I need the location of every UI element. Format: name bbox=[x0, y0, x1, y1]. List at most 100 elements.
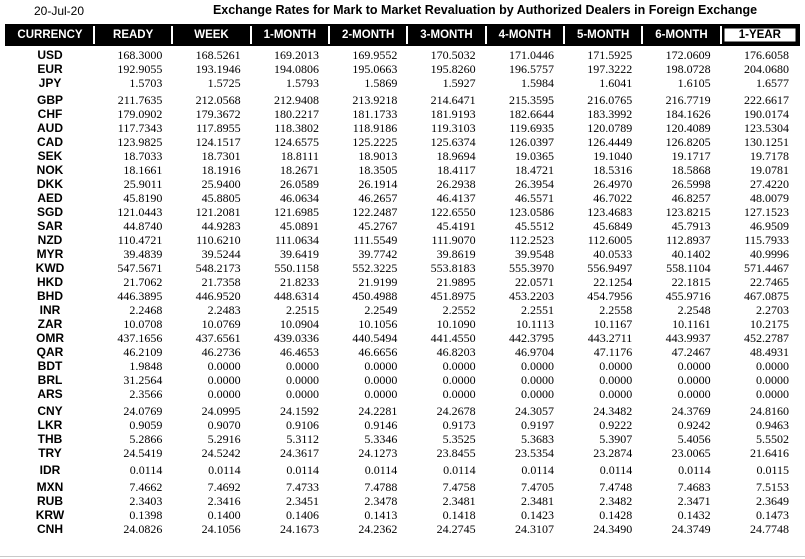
rate-cell: 0.0114 bbox=[286, 463, 319, 478]
rate-cell: 46.4653 bbox=[279, 345, 319, 359]
currency-code: AED bbox=[37, 191, 63, 205]
table-row-idr: IDR 0.0114 0.0114 0.0114 0.0114 0.0114 0.0114 0… bbox=[6, 462, 799, 479]
rate-cell: 0.9197 bbox=[520, 418, 554, 432]
table-row-hkd: HKD 21.7062 21.7358 21.8233 21.9199 21.9895 22… bbox=[6, 275, 799, 289]
rate-cell: 24.5419 bbox=[123, 446, 163, 460]
table-row-sek: SEK 18.7033 18.7301 18.8111 18.9013 18.9694 19… bbox=[6, 149, 799, 163]
rate-cell: 0.0000 bbox=[285, 387, 319, 401]
rate-cell: 22.1254 bbox=[593, 275, 633, 289]
rate-cell: 120.4089 bbox=[665, 121, 711, 135]
rate-cell: 2.3403 bbox=[129, 494, 163, 508]
rate-cell: 24.3617 bbox=[279, 446, 319, 460]
currency-code: ZAR bbox=[37, 317, 63, 331]
rate-cell: 26.3954 bbox=[514, 177, 554, 191]
rate-cell: 0.0000 bbox=[442, 387, 476, 401]
currency-code: BDT bbox=[37, 359, 63, 373]
currency-code: QAR bbox=[36, 345, 64, 359]
rate-cell: 19.7178 bbox=[750, 149, 789, 163]
rate-cell: 23.5354 bbox=[514, 446, 554, 460]
rate-cell: 39.8619 bbox=[436, 247, 476, 261]
rate-cell: 121.0443 bbox=[117, 205, 163, 219]
rate-cell: 10.1090 bbox=[436, 317, 476, 331]
rate-cell: 112.8937 bbox=[666, 233, 711, 247]
currency-code: NOK bbox=[36, 163, 64, 177]
rate-cell: 0.1432 bbox=[677, 508, 711, 522]
currency-code: DKK bbox=[37, 177, 63, 191]
page-title: Exchange Rates for Mark to Market Revalu… bbox=[212, 3, 758, 17]
rate-cell: 171.5925 bbox=[587, 48, 633, 62]
rate-cell: 0.0114 bbox=[443, 463, 476, 478]
rate-cell: 552.3225 bbox=[352, 261, 398, 275]
rate-cell: 0.0114 bbox=[599, 463, 633, 478]
column-header-1-month: 1-MONTH bbox=[249, 24, 329, 46]
rate-cell: 121.2081 bbox=[195, 205, 241, 219]
rate-cell: 40.1402 bbox=[671, 247, 711, 261]
rate-cell: 24.2678 bbox=[436, 404, 476, 418]
rate-cell: 21.9199 bbox=[358, 275, 398, 289]
currency-code: INR bbox=[39, 303, 61, 317]
rate-cell: 7.4788 bbox=[364, 480, 398, 494]
rate-cell: 44.9283 bbox=[201, 219, 241, 233]
rate-cell: 0.0114 bbox=[678, 463, 711, 478]
rate-cell: 0.0000 bbox=[520, 359, 554, 373]
rate-cell: 112.2523 bbox=[509, 233, 554, 247]
rate-cell: 23.0065 bbox=[671, 446, 711, 460]
rate-cell: 46.7022 bbox=[593, 191, 633, 205]
rate-cell: 2.2468 bbox=[129, 303, 163, 317]
rate-cell: 2.3649 bbox=[756, 494, 789, 508]
rate-cell: 212.0568 bbox=[195, 93, 241, 107]
rate-cell: 1.5984 bbox=[520, 76, 554, 90]
rate-cell: 18.5316 bbox=[593, 163, 633, 177]
rate-cell: 558.1104 bbox=[666, 261, 711, 275]
table-row-nzd: NZD 110.4721 110.6210 111.0634 111.5549 111.9… bbox=[6, 233, 799, 247]
currency-code: AUD bbox=[37, 121, 63, 135]
rate-cell: 110.6210 bbox=[196, 233, 241, 247]
rate-cell: 21.7062 bbox=[123, 275, 163, 289]
column-header-2-month: 2-MONTH bbox=[327, 24, 408, 46]
rate-cell: 31.2564 bbox=[123, 373, 163, 387]
rate-cell: 0.0000 bbox=[207, 359, 241, 373]
exchange-rate-table: CURRENCY READY WEEK 1-MONTH 2-MONTH 3-MONTH 4-… bbox=[5, 24, 801, 536]
rate-cell: 5.2866 bbox=[129, 432, 163, 446]
currency-code: MYR bbox=[36, 247, 64, 261]
rate-cell: 0.9173 bbox=[442, 418, 476, 432]
rate-cell: 442.3795 bbox=[508, 331, 554, 345]
rate-cell: 48.0079 bbox=[750, 191, 789, 205]
table-row-cnh: CNH 24.0826 24.1056 24.1673 24.2362 24.2745 24… bbox=[6, 522, 799, 536]
table-row-qar: QAR 46.2109 46.2736 46.4653 46.6656 46.8203 46… bbox=[6, 345, 799, 359]
rate-cell: 547.5671 bbox=[117, 261, 163, 275]
rate-cell: 196.5757 bbox=[508, 62, 554, 76]
rate-cell: 19.1717 bbox=[671, 149, 711, 163]
rate-cell: 24.2281 bbox=[358, 404, 398, 418]
rate-cell: 2.2549 bbox=[364, 303, 398, 317]
table-row-bdt: BDT 1.9848 0.0000 0.0000 0.0000 0.0000 0.0000 0… bbox=[6, 359, 799, 373]
rate-cell: 26.0589 bbox=[279, 177, 319, 191]
table-row-rub: RUB 2.3403 2.3416 2.3451 2.3478 2.3481 2.3481 2… bbox=[6, 494, 799, 508]
rate-cell: 5.3907 bbox=[599, 432, 633, 446]
rate-cell: 441.4550 bbox=[430, 331, 476, 345]
rate-cell: 0.0000 bbox=[364, 387, 398, 401]
rate-cell: 179.3672 bbox=[195, 107, 241, 121]
rate-cell: 119.3103 bbox=[431, 121, 476, 135]
table-row-dkk: DKK 25.9011 25.9400 26.0589 26.1914 26.2938 26… bbox=[6, 177, 799, 191]
rate-cell: 0.9106 bbox=[285, 418, 319, 432]
rate-cell: 119.6935 bbox=[509, 121, 554, 135]
rate-cell: 120.0789 bbox=[587, 121, 633, 135]
rate-cell: 2.2515 bbox=[285, 303, 319, 317]
rate-cell: 0.1428 bbox=[599, 508, 633, 522]
rate-cell: 46.8257 bbox=[671, 191, 711, 205]
rate-cell: 18.9013 bbox=[358, 149, 398, 163]
rate-cell: 556.9497 bbox=[587, 261, 633, 275]
rate-cell: 122.6550 bbox=[430, 205, 476, 219]
rate-cell: 5.3112 bbox=[286, 432, 319, 446]
rate-cell: 22.0571 bbox=[514, 275, 554, 289]
rate-cell: 21.7358 bbox=[201, 275, 241, 289]
rate-cell: 123.5304 bbox=[744, 121, 789, 135]
rate-cell: 122.2487 bbox=[352, 205, 398, 219]
rate-cell: 45.8190 bbox=[123, 191, 163, 205]
rate-cell: 553.8183 bbox=[430, 261, 476, 275]
rate-cell: 169.2013 bbox=[273, 48, 319, 62]
currency-code: SEK bbox=[37, 149, 63, 163]
rate-cell: 24.1592 bbox=[279, 404, 319, 418]
table-header: CURRENCY READY WEEK 1-MONTH 2-MONTH 3-MONTH 4-… bbox=[5, 24, 801, 46]
